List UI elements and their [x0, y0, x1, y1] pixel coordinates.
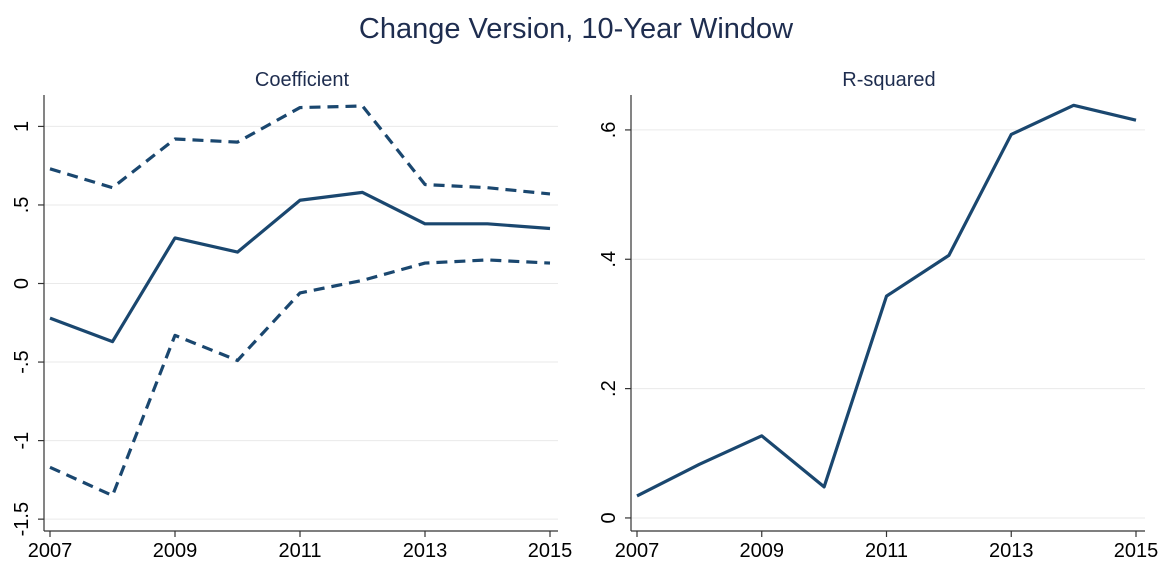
- y-tick-label: .2: [598, 380, 620, 397]
- x-tick-label: 2013: [403, 540, 448, 561]
- y-tick-label: -1.5: [11, 502, 33, 536]
- y-tick-label: .6: [598, 122, 620, 139]
- series-line: [49, 258, 551, 498]
- x-tick-label: 2015: [528, 540, 573, 561]
- y-tick-label: 0: [598, 512, 620, 523]
- y-tick-label: .4: [598, 251, 620, 268]
- figure-title: Change Version, 10-Year Window: [359, 13, 794, 45]
- y-tick-label: -.5: [11, 350, 33, 373]
- x-tick-label: 2015: [1114, 540, 1159, 561]
- y-tick-label: 1: [11, 121, 33, 132]
- series-line: [49, 104, 551, 196]
- series-line: [636, 103, 1137, 498]
- x-tick-label: 2013: [989, 540, 1034, 561]
- series-line: [49, 190, 551, 344]
- y-tick-label: 0: [11, 278, 33, 289]
- x-tick-label: 2007: [615, 540, 660, 561]
- x-tick-label: 2009: [153, 540, 198, 561]
- panel-title: R-squared: [842, 69, 935, 91]
- x-tick-label: 2007: [28, 540, 73, 561]
- x-tick-label: 2011: [278, 540, 321, 561]
- panel-title: Coefficient: [255, 69, 350, 91]
- x-tick-label: 2011: [865, 540, 908, 561]
- y-tick-label: -1: [11, 432, 33, 450]
- y-tick-label: .5: [11, 197, 33, 214]
- x-tick-label: 2009: [740, 540, 785, 561]
